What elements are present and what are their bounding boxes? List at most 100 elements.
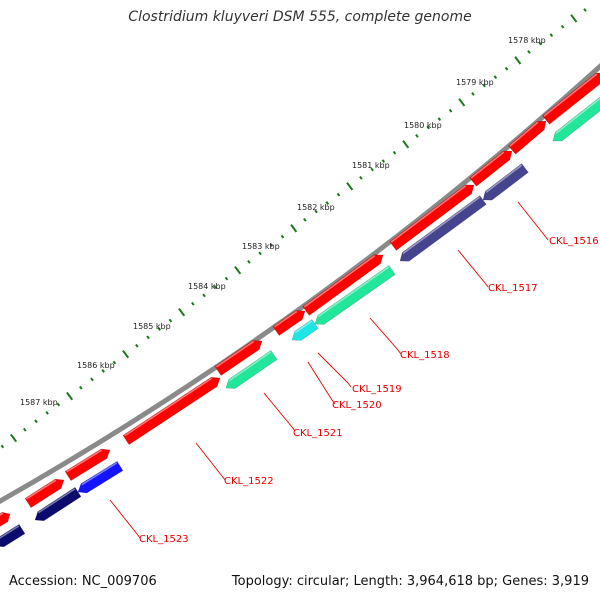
major-tick <box>402 140 410 149</box>
major-tick <box>570 14 578 23</box>
leader-line <box>369 317 402 355</box>
minor-tick <box>258 251 262 256</box>
minor-tick <box>549 33 554 38</box>
minor-tick <box>45 411 49 415</box>
forward-gene-arrow <box>122 377 221 445</box>
major-tick <box>346 182 354 191</box>
leader-line <box>307 361 336 405</box>
genome-stats: Topology: circular; Length: 3,964,618 bp… <box>231 574 589 589</box>
scale-ticks <box>0 8 587 449</box>
minor-tick <box>504 66 509 71</box>
minor-tick <box>191 301 195 306</box>
minor-tick <box>280 234 285 239</box>
leader-line <box>517 201 549 241</box>
kbp-label: 1578 kbp <box>508 36 546 45</box>
minor-tick <box>426 125 430 130</box>
label-leaders <box>109 201 549 539</box>
kbp-label: 1579 kbp <box>456 78 494 87</box>
major-tick <box>458 98 466 107</box>
kbp-label: 1585 kbp <box>133 322 171 331</box>
forward-gene-arrow <box>389 184 475 251</box>
gene-label: CKL_1520 <box>332 400 382 411</box>
forward-gene-arrow <box>0 512 11 529</box>
reverse-gene-arrow <box>399 195 487 262</box>
kbp-label: 1584 kbp <box>188 282 226 291</box>
reverse-gene-arrow <box>291 319 319 341</box>
gene-label: CKL_1516 <box>549 236 599 247</box>
leader-line <box>317 352 352 388</box>
major-tick <box>122 349 130 359</box>
minor-tick <box>448 108 453 113</box>
reverse-gene-arrow <box>314 265 396 325</box>
forward-gene-arrow <box>302 254 384 316</box>
minor-tick <box>146 335 150 340</box>
gene-labels: CKL_1516 CKL_1517 CKL_1518 CKL_1519 CKL_1520… <box>139 236 599 545</box>
forward-gene-arrow <box>64 448 111 482</box>
accession-label: Accession: NC_009706 <box>9 574 157 589</box>
minor-tick <box>224 276 229 281</box>
forward-gene-arrow <box>508 120 547 155</box>
reverse-gene-arrow <box>34 487 82 522</box>
kbp-label: 1583 kbp <box>242 242 280 251</box>
kbp-label: 1586 kbp <box>77 361 115 370</box>
minor-tick <box>583 8 587 12</box>
minor-tick <box>437 117 442 122</box>
forward-gene-arrow <box>214 340 263 376</box>
minor-tick <box>560 24 565 29</box>
reverse-gene-arrow <box>225 350 278 389</box>
minor-tick <box>56 402 61 407</box>
scale-labels: 1578 kbp 1579 kbp 1580 kbp 1581 kbp 1582 kbp… <box>20 36 546 407</box>
major-tick <box>234 266 242 275</box>
gene-label: CKL_1523 <box>139 534 189 545</box>
leader-line <box>457 249 489 288</box>
reverse-gene-arrow <box>552 95 600 142</box>
kbp-label: 1581 kbp <box>352 161 390 170</box>
minor-tick <box>247 259 251 264</box>
minor-tick <box>359 175 363 180</box>
forward-gene-arrow <box>272 310 306 336</box>
major-tick <box>178 307 186 317</box>
reverse-gene-arrow <box>0 524 26 548</box>
minor-tick <box>493 75 498 80</box>
minor-tick <box>101 369 105 373</box>
minor-tick <box>392 150 397 155</box>
page-title: Clostridium kluyveri DSM 555, complete g… <box>128 9 472 25</box>
gene-label: CKL_1518 <box>400 350 450 361</box>
minor-tick <box>415 134 419 138</box>
leader-line <box>263 392 296 432</box>
kbp-label: 1582 kbp <box>297 203 335 212</box>
minor-tick <box>112 360 117 365</box>
minor-tick <box>157 327 161 331</box>
gene-label: CKL_1521 <box>293 428 343 439</box>
leader-line <box>195 442 226 481</box>
kbp-label: 1580 kbp <box>404 121 442 130</box>
minor-tick <box>381 159 386 163</box>
minor-tick <box>303 217 307 222</box>
minor-tick <box>538 41 542 46</box>
forward-gene-arrow <box>24 478 65 508</box>
kbp-label: 1587 kbp <box>20 398 58 407</box>
minor-tick <box>90 377 94 382</box>
minor-tick <box>23 427 27 432</box>
gene-label: CKL_1519 <box>352 384 402 395</box>
gene-track <box>0 72 600 548</box>
minor-tick <box>471 92 475 96</box>
minor-tick <box>269 243 274 247</box>
minor-tick <box>135 343 139 348</box>
forward-gene-arrow <box>469 150 513 187</box>
minor-tick <box>213 285 218 289</box>
reverse-gene-arrow <box>77 460 124 494</box>
forward-gene-arrow <box>542 72 600 125</box>
minor-tick <box>336 192 341 197</box>
minor-tick <box>325 201 330 205</box>
major-tick <box>10 433 18 443</box>
minor-tick <box>202 293 206 298</box>
major-tick <box>514 56 522 65</box>
major-tick <box>66 391 74 401</box>
gene-label: CKL_1517 <box>488 283 538 294</box>
minor-tick <box>0 444 5 449</box>
minor-tick <box>79 385 83 390</box>
minor-tick <box>482 83 486 88</box>
